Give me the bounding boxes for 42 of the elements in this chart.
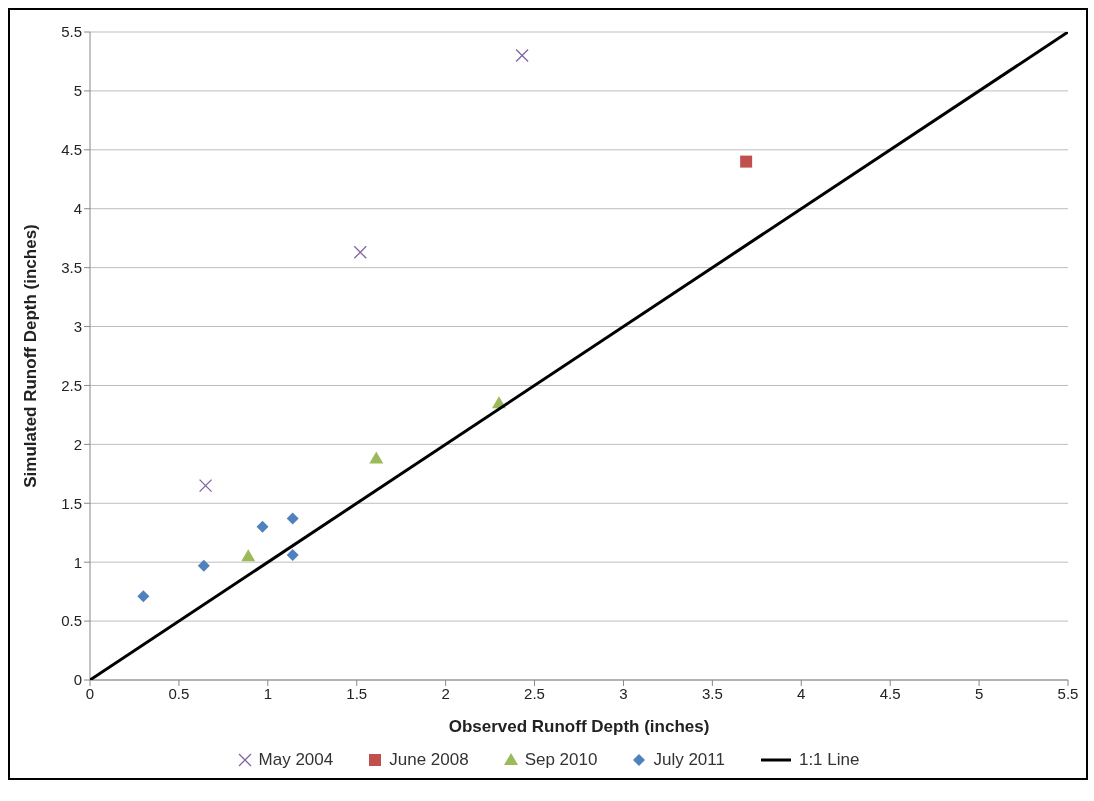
point	[515, 48, 529, 63]
x-tick-label: 4.5	[879, 684, 901, 702]
y-tick-label: 4.5	[61, 141, 82, 159]
y-tick-label: 1.5	[61, 494, 82, 512]
y-tick-label: 2.5	[61, 376, 82, 394]
y-tick-label: 3	[73, 317, 82, 335]
point	[353, 245, 367, 259]
point	[369, 451, 384, 464]
y-tick-label: 2	[73, 435, 82, 453]
point	[241, 549, 256, 562]
point	[286, 512, 299, 525]
legend-label: May 2004	[258, 750, 334, 770]
point	[286, 549, 299, 562]
y-tick-label: 1	[73, 553, 82, 571]
y-tick-label: 0	[73, 671, 82, 689]
y-tick-label: 5.5	[61, 23, 82, 41]
point	[198, 478, 213, 493]
legend-label: July 2011	[653, 750, 725, 770]
x-tick-label: 2.5	[524, 684, 545, 702]
x-tick-label: 4	[797, 684, 806, 702]
x-tick-label: 1.5	[346, 684, 368, 702]
legend-label: 1:1 Line	[798, 750, 860, 770]
legend-label: Sep 2010	[524, 750, 598, 770]
point	[197, 559, 210, 572]
x-tick-label: 3.5	[701, 684, 723, 702]
point	[740, 155, 753, 168]
y-axis-title: Simulated Runoff Depth (inches)	[21, 224, 41, 488]
y-tick-label: 5	[73, 82, 82, 100]
x-tick-label: 0.5	[168, 684, 190, 702]
point	[137, 590, 150, 603]
y-tick-label: 4	[73, 200, 82, 218]
y-tick-label: 0.5	[61, 612, 82, 630]
x-tick-label: 3	[619, 684, 628, 702]
x-axis-title: Observed Runoff Depth (inches)	[448, 717, 710, 736]
x-tick-label: 2	[441, 684, 450, 702]
x-tick-label: 0	[85, 684, 95, 702]
point	[256, 520, 269, 533]
x-tick-label: 1	[263, 684, 272, 702]
legend-label: June 2008	[389, 750, 469, 770]
y-tick-label: 3.5	[61, 258, 82, 276]
x-tick-label: 5	[974, 684, 984, 702]
x-tick-label: 5.5	[1057, 684, 1079, 702]
